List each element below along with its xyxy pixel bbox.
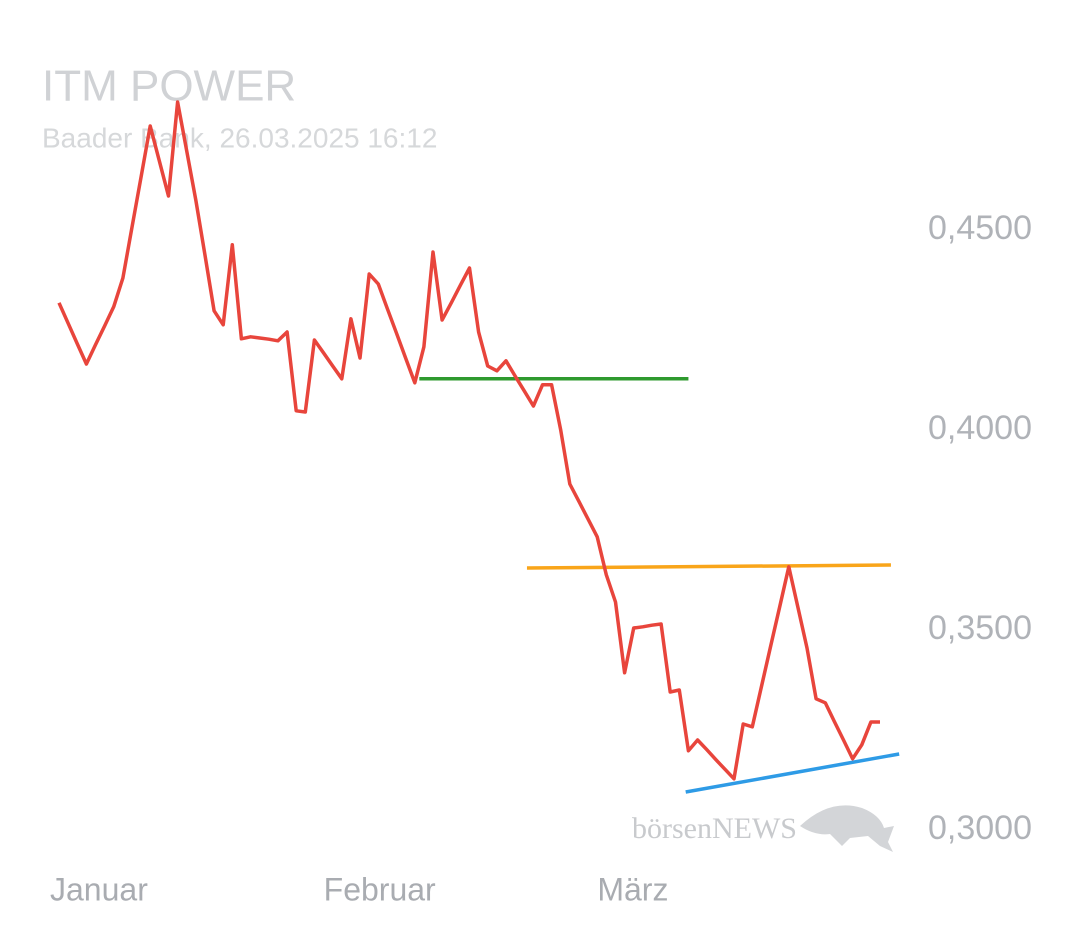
x-tick-label: März bbox=[597, 871, 668, 907]
y-tick-label: 0,4000 bbox=[928, 409, 1032, 447]
bull-icon bbox=[800, 805, 894, 852]
price-line bbox=[57, 100, 880, 781]
x-tick-label: Januar bbox=[50, 871, 148, 907]
trend-line bbox=[685, 752, 900, 794]
watermark: börsenNEWS bbox=[632, 812, 797, 845]
chart-subtitle: Baader Bank, 26.03.2025 16:12 bbox=[42, 122, 437, 153]
watermark-group: börsenNEWS bbox=[632, 805, 894, 852]
y-tick-label: 0,3500 bbox=[928, 609, 1032, 647]
chart-title: ITM POWER bbox=[42, 62, 296, 111]
trend-line bbox=[526, 563, 891, 570]
y-tick-label: 0,3000 bbox=[928, 809, 1032, 847]
y-tick-label: 0,4500 bbox=[928, 209, 1032, 247]
x-tick-label: Februar bbox=[324, 871, 436, 907]
